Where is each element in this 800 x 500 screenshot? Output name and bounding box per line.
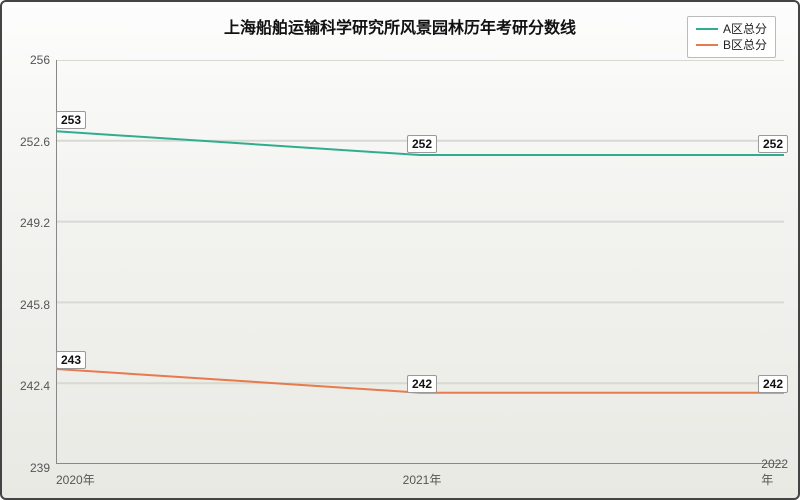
x-tick-label: 2020年 xyxy=(56,471,95,488)
x-tick-label: 2022年 xyxy=(761,457,788,488)
legend-item-a: A区总分 xyxy=(696,21,767,37)
point-label: 253 xyxy=(56,111,86,129)
plot-svg xyxy=(56,60,784,464)
chart-title: 上海船舶运输科学研究所风景园林历年考研分数线 xyxy=(2,14,798,38)
point-label: 242 xyxy=(758,375,788,393)
legend: A区总分 B区总分 xyxy=(687,16,776,58)
x-tick-label: 2021年 xyxy=(403,471,442,488)
series-lines xyxy=(56,131,784,392)
y-tick-label: 252.6 xyxy=(2,135,50,149)
axes xyxy=(56,60,784,464)
point-label: 242 xyxy=(407,375,437,393)
legend-label-a: A区总分 xyxy=(723,21,767,37)
line-chart: 上海船舶运输科学研究所风景园林历年考研分数线 A区总分 B区总分 239 242.… xyxy=(0,0,800,500)
legend-label-b: B区总分 xyxy=(723,37,767,53)
point-label: 243 xyxy=(56,351,86,369)
point-label: 252 xyxy=(758,135,788,153)
plot-area xyxy=(56,60,784,464)
legend-swatch-b xyxy=(696,44,718,46)
legend-swatch-a xyxy=(696,28,718,30)
y-tick-label: 239 xyxy=(2,461,50,475)
y-tick-label: 256 xyxy=(2,53,50,67)
point-label: 252 xyxy=(407,135,437,153)
y-tick-label: 249.2 xyxy=(2,216,50,230)
gridlines xyxy=(56,60,784,464)
legend-item-b: B区总分 xyxy=(696,37,767,53)
y-tick-label: 242.4 xyxy=(2,379,50,393)
y-tick-label: 245.8 xyxy=(2,298,50,312)
